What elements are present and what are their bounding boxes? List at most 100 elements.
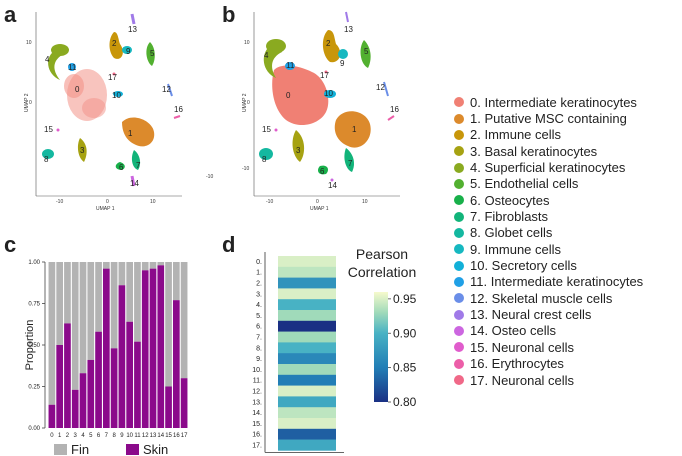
- bar-legend-label-skin: Skin: [143, 442, 168, 456]
- cluster-7-shape: [131, 150, 141, 170]
- cluster-number-7: 7: [348, 159, 353, 168]
- legend-label-14: 14. Osteo cells: [470, 323, 556, 339]
- bar-skin-14: [157, 265, 165, 428]
- heatmap-row-label-13: 13.: [252, 399, 262, 406]
- xtick-label-3: 3: [74, 433, 78, 439]
- cluster-number-15: 15: [44, 125, 53, 134]
- legend-item-3: 3. Basal keratinocytes: [454, 143, 643, 159]
- xtick-label-12: 12: [142, 433, 149, 439]
- xtick-label-13: 13: [150, 433, 157, 439]
- heatmap-cell-4: [278, 299, 336, 311]
- colorbar-tick-label-0: 0.95: [393, 292, 417, 306]
- bar-fin-11: [134, 262, 141, 342]
- heatmap-row-label-8: 8.: [256, 345, 262, 352]
- legend-label-11: 11. Intermediate keratinocytes: [470, 274, 644, 290]
- bar-fin-5: [87, 262, 95, 360]
- cluster-number-9: 9: [126, 47, 131, 56]
- xtick-label-0: 0: [50, 433, 54, 439]
- legend-swatch-10: [454, 260, 464, 271]
- cluster-number-11: 11: [286, 61, 295, 70]
- legend-swatch-3: [454, 146, 464, 157]
- legend-item-7: 7. Fibroblasts: [454, 208, 643, 224]
- colorbar: [374, 292, 388, 402]
- umap-cluster-numbers: 0 1 2 3 4 5 6 7 8 9 10 11 12 13 14 15 16…: [262, 25, 399, 190]
- heatmap-row-label-14: 14.: [252, 410, 262, 417]
- legend-item-9: 9. Immune cells: [454, 241, 643, 257]
- cluster-number-4: 4: [45, 55, 50, 64]
- legend-item-13: 13. Neural crest cells: [454, 306, 643, 322]
- cluster-14-dot: [330, 178, 334, 182]
- cluster-number-2: 2: [326, 39, 331, 48]
- bar-legend-label-fin: Fin: [71, 442, 89, 456]
- heatmap-cell-16: [278, 428, 336, 440]
- umap-ytick-1: 10: [26, 40, 32, 46]
- bar-fin-16: [172, 262, 180, 301]
- legend-swatch-16: [454, 358, 464, 369]
- bar-fin-1: [56, 262, 64, 345]
- panel-letter-a: a: [4, 2, 17, 27]
- bar-skin-16: [172, 300, 180, 428]
- umap-clusters: [42, 13, 181, 187]
- ytick-label-1: 0.25: [28, 385, 40, 391]
- heatmap-cell-15: [278, 418, 336, 430]
- cluster-number-14: 14: [130, 179, 139, 188]
- legend-swatch-0: [454, 97, 464, 108]
- legend-swatch-4: [454, 162, 464, 173]
- bar-skin-6: [95, 331, 102, 428]
- cluster-13-streak: [130, 13, 136, 25]
- legend-item-17: 17. Neuronal cells: [454, 372, 643, 388]
- umap-xtick-3: 10: [150, 199, 156, 205]
- umap-ylabel: UMAP 2: [242, 93, 248, 112]
- cluster-number-6: 6: [320, 167, 325, 176]
- cluster-2-shape: [322, 30, 341, 63]
- legend-swatch-15: [454, 342, 464, 353]
- panel-letter-c: c: [4, 232, 17, 257]
- xtick-label-16: 16: [173, 433, 180, 439]
- cluster-10-blob: [113, 91, 123, 97]
- bar-fin-13: [149, 262, 157, 269]
- heatmap-cell-17: [278, 439, 336, 451]
- bar-skin-8: [110, 348, 118, 428]
- legend-label-10: 10. Secretory cells: [470, 258, 577, 274]
- heatmap-cell-9: [278, 353, 336, 365]
- legend-item-6: 6. Osteocytes: [454, 192, 643, 208]
- legend-label-7: 7. Fibroblasts: [470, 209, 549, 225]
- xtick-label-1: 1: [58, 433, 62, 439]
- bar-fin-8: [110, 262, 118, 349]
- cluster-number-15: 15: [262, 125, 271, 134]
- heatmap-cell-8: [278, 342, 336, 354]
- legend-label-17: 17. Neuronal cells: [470, 372, 575, 388]
- heatmap-cell-7: [278, 331, 336, 343]
- legend-item-8: 8. Globet cells: [454, 225, 643, 241]
- cluster-15-dot: [274, 128, 278, 132]
- bar-skin-2: [64, 323, 71, 428]
- heatmap-cell-6: [278, 320, 336, 332]
- bar-skin-13: [149, 268, 157, 428]
- ytick-label-4: 1.00: [28, 260, 40, 266]
- umap-axes: -10 0 10 10 0 -10 UMAP 1 UMAP 2: [242, 12, 400, 212]
- legend-item-2: 2. Immune cells: [454, 127, 643, 143]
- heatmap-row-label-6: 6.: [256, 324, 262, 331]
- legend-label-9: 9. Immune cells: [470, 241, 562, 257]
- cluster-number-7: 7: [136, 161, 141, 170]
- heatmap-row-label-3: 3.: [256, 291, 262, 298]
- bar-fin-9: [118, 262, 126, 286]
- umap-xlabel: UMAP 1: [310, 206, 329, 212]
- cluster-number-13: 13: [128, 25, 137, 34]
- bar-fin-6: [95, 262, 102, 332]
- heatmap-row-label-5: 5.: [256, 313, 262, 320]
- bar-skin-11: [134, 341, 141, 428]
- legend-swatch-7: [454, 211, 464, 222]
- umap-xtick-1: -10: [56, 199, 63, 205]
- bar-fin-2: [64, 262, 71, 324]
- cluster-number-8: 8: [44, 155, 49, 164]
- legend-label-16: 16. Erythrocytes: [470, 356, 564, 372]
- cluster-11-blob: [285, 62, 295, 70]
- heatmap-cell-1: [278, 266, 336, 278]
- cluster-number-14: 14: [328, 181, 337, 190]
- bar-fin-4: [79, 262, 87, 374]
- heatmap-row-label-16: 16.: [252, 432, 262, 439]
- heatmap-row-label-15: 15.: [252, 421, 262, 428]
- umap-cluster-numbers: 0 1 2 3 4 5 6 7 8 9 10 11 12 13 14 15 16…: [44, 25, 183, 188]
- cluster-number-16: 16: [174, 105, 183, 114]
